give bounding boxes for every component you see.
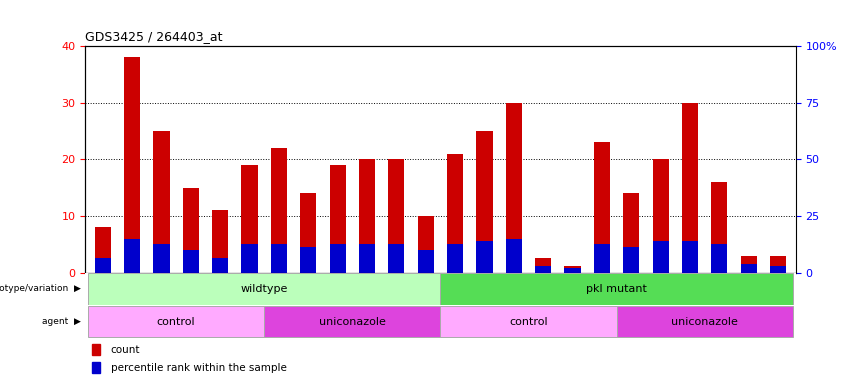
Bar	[477, 131, 493, 273]
Bar	[242, 165, 258, 273]
Bar	[183, 188, 199, 273]
Bar	[94, 227, 111, 273]
Bar	[418, 216, 434, 273]
Bar	[505, 103, 522, 273]
Bar	[441, 306, 617, 337]
Bar	[418, 250, 434, 273]
Text: uniconazole: uniconazole	[671, 316, 738, 327]
Bar	[441, 273, 793, 305]
Bar	[682, 103, 698, 273]
Bar	[124, 238, 140, 273]
Text: control: control	[157, 316, 196, 327]
Text: percentile rank within the sample: percentile rank within the sample	[111, 363, 287, 373]
Bar	[653, 242, 669, 273]
Bar	[505, 238, 522, 273]
Text: count: count	[111, 345, 140, 355]
Bar	[388, 244, 404, 273]
Bar	[535, 266, 551, 273]
Bar	[535, 258, 551, 273]
Text: genotype/variation  ▶: genotype/variation ▶	[0, 285, 81, 293]
Bar	[359, 244, 375, 273]
Bar	[711, 244, 728, 273]
Bar	[617, 306, 793, 337]
Bar	[623, 194, 639, 273]
Text: GDS3425 / 264403_at: GDS3425 / 264403_at	[85, 30, 223, 43]
Bar	[271, 148, 287, 273]
Bar	[212, 210, 228, 273]
Bar	[124, 57, 140, 273]
Bar	[594, 244, 610, 273]
Bar	[329, 165, 346, 273]
Bar	[212, 258, 228, 273]
Bar	[94, 258, 111, 273]
Bar	[594, 142, 610, 273]
Bar	[682, 242, 698, 273]
Bar	[770, 266, 786, 273]
Bar	[92, 362, 100, 373]
Text: control: control	[509, 316, 548, 327]
Bar	[388, 159, 404, 273]
Text: pkl mutant: pkl mutant	[586, 284, 647, 294]
Bar	[477, 242, 493, 273]
Bar	[770, 256, 786, 273]
Bar	[92, 344, 100, 355]
Bar	[359, 159, 375, 273]
Bar	[564, 266, 580, 273]
Bar	[242, 244, 258, 273]
Bar	[88, 306, 264, 337]
Bar	[740, 264, 757, 273]
Bar	[740, 256, 757, 273]
Bar	[153, 131, 169, 273]
Bar	[153, 244, 169, 273]
Bar	[300, 194, 317, 273]
Text: uniconazole: uniconazole	[319, 316, 386, 327]
Bar	[300, 247, 317, 273]
Text: agent  ▶: agent ▶	[42, 317, 81, 326]
Bar	[564, 268, 580, 273]
Bar	[447, 154, 463, 273]
Bar	[711, 182, 728, 273]
Bar	[653, 159, 669, 273]
Bar	[264, 306, 440, 337]
Text: wildtype: wildtype	[241, 284, 288, 294]
Bar	[88, 273, 441, 305]
Bar	[183, 250, 199, 273]
Bar	[623, 247, 639, 273]
Bar	[271, 244, 287, 273]
Bar	[447, 244, 463, 273]
Bar	[329, 244, 346, 273]
